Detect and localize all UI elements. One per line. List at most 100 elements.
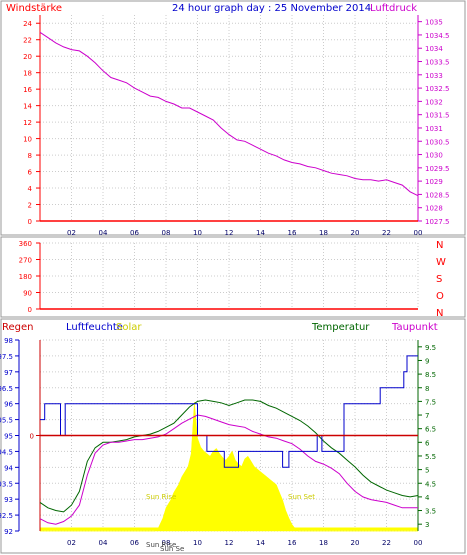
- temperature-tick-label: 7: [425, 412, 429, 420]
- direction-tick-label: 270: [19, 257, 32, 265]
- pressure-tick-label: 1030.5: [425, 138, 450, 146]
- wind-tick-label: 12: [23, 119, 32, 127]
- pressure-panel-frame: [0, 0, 466, 236]
- pressure-tick-label: 1031.5: [425, 112, 450, 120]
- compass-label: O: [436, 291, 444, 302]
- pressure-tick-label: 1029: [425, 178, 443, 186]
- x-tick-label: 10: [193, 539, 202, 547]
- temperature-tick-label: 6.5: [425, 426, 436, 434]
- series-luftdruck: [39, 31, 419, 197]
- temperature-tick-label: 6: [425, 439, 430, 447]
- x-tick-label: 18: [319, 539, 328, 547]
- compass-label: W: [436, 257, 446, 268]
- x-tick-label: 18: [319, 229, 328, 237]
- pressure-tick-label: 1034.5: [425, 32, 450, 40]
- x-tick-label: 14: [256, 229, 265, 237]
- sunset-axis-label: Sun Se: [160, 545, 184, 553]
- x-tick-label: 06: [130, 229, 139, 237]
- direction-tick-label: 360: [19, 240, 32, 248]
- temperature-tick-label: 7.5: [425, 398, 436, 406]
- pressure-grid: [40, 15, 419, 222]
- sunrise-label: Sun Rise: [146, 493, 176, 501]
- sunset-label: Sun Set: [288, 493, 315, 501]
- series-taupunkt: [39, 414, 418, 525]
- wind-tick-label: 20: [23, 53, 32, 61]
- humidity-tick-label: 95: [4, 433, 13, 441]
- pressure-tick-label: 1027.5: [425, 218, 450, 226]
- x-tick-label: 16: [288, 229, 297, 237]
- temperature-ticks: 3 3.5 4 4.5 5 5.5 6 6.5 7 7.5 8 8.5 9 9.5: [418, 344, 436, 529]
- pressure-tick-label: 1035: [425, 19, 443, 27]
- climate-panel: Regen Luftfeuchte Solar Temperatur Taupu…: [0, 318, 466, 554]
- humidity-tick-label: 94.5: [0, 448, 13, 456]
- pressure-tick-label: 1033.5: [425, 59, 450, 67]
- direction-grid: [40, 242, 419, 310]
- temperature-tick-label: 8.5: [425, 371, 436, 379]
- humidity-label: Luftfeuchte: [66, 322, 123, 333]
- direction-ticks: 0 90 180 270 360: [19, 240, 40, 314]
- humidity-tick-label: 92.5: [0, 512, 13, 520]
- wind-tick-label: 24: [23, 20, 32, 28]
- humidity-tick-label: 98: [4, 337, 13, 345]
- compass-label: N: [436, 308, 443, 319]
- pressure-tick-label: 1033: [425, 72, 443, 80]
- pressure-tick-label: 1032: [425, 98, 443, 106]
- chart-title: 24 hour graph day : 25 November 2014: [172, 3, 371, 14]
- pressure-tick-label: 1032.5: [425, 85, 450, 93]
- x-tick-label: 20: [351, 229, 360, 237]
- x-tick-label: 08: [162, 539, 171, 547]
- compass-label: N: [436, 240, 443, 251]
- temperature-tick-label: 8: [425, 385, 429, 393]
- pressure-series: [39, 31, 419, 222]
- pressure-tick-label: 1030: [425, 152, 443, 160]
- temperature-tick-label: 5: [425, 467, 429, 475]
- x-tick-label: 14: [256, 539, 265, 547]
- humidity-tick-label: 95.5: [0, 417, 13, 425]
- solar-series: [40, 401, 418, 532]
- temperature-tick-label: 3.5: [425, 508, 436, 516]
- wind-tick-label: 14: [23, 103, 32, 111]
- x-tick-label: 12: [225, 229, 234, 237]
- solar-area: [40, 401, 418, 532]
- x-tick-label: 22: [382, 229, 391, 237]
- x-tick-label: 04: [99, 229, 108, 237]
- x-tick-label: 20: [351, 539, 360, 547]
- pressure-tick-label: 1028: [425, 205, 443, 213]
- x-tick-label: 06: [130, 539, 139, 547]
- x-tick-label: 04: [99, 539, 108, 547]
- x-tick-label: 00: [414, 229, 423, 237]
- wind-tick-label: 0: [28, 218, 32, 226]
- humidity-tick-label: 92: [4, 528, 13, 536]
- x-tick-label: 02: [67, 539, 76, 547]
- rain-ticks: 0: [30, 433, 40, 441]
- wind-tick-label: 22: [23, 37, 32, 45]
- wind-tick-label: 8: [28, 152, 32, 160]
- dewpoint-label: Taupunkt: [391, 322, 438, 333]
- temperature-tick-label: 4.5: [425, 480, 436, 488]
- x-tick-label: 02: [67, 229, 76, 237]
- direction-tick-label: 90: [23, 290, 32, 298]
- x-tick-label: 10: [193, 229, 202, 237]
- wind-tick-label: 18: [23, 70, 32, 78]
- temperature-tick-label: 5.5: [425, 453, 436, 461]
- humidity-tick-label: 94: [4, 464, 13, 472]
- pressure-panel: Windstärke 24 hour graph day : 25 Novemb…: [0, 0, 466, 237]
- x-tick-label: 16: [288, 539, 297, 547]
- series-luftfeuchte: [40, 355, 418, 468]
- pressure-tick-label: 1028.5: [425, 191, 450, 199]
- compass-label: S: [436, 274, 442, 285]
- wind-tick-label: 16: [23, 86, 32, 94]
- humidity-tick-label: 97: [4, 369, 13, 377]
- x-tick-label: 08: [162, 229, 171, 237]
- direction-panel-frame: [0, 236, 466, 318]
- humidity-tick-label: 96.5: [0, 385, 13, 393]
- temperature-label: Temperatur: [311, 322, 370, 333]
- temperature-tick-label: 3: [425, 521, 429, 529]
- wind-axis-label: Windstärke: [6, 3, 62, 14]
- wind-tick-label: 6: [28, 169, 33, 177]
- rain-label: Regen: [2, 322, 34, 333]
- direction-tick-label: 180: [19, 273, 32, 281]
- wind-tick-label: 4: [28, 185, 33, 193]
- humidity-tick-label: 97.5: [0, 353, 13, 361]
